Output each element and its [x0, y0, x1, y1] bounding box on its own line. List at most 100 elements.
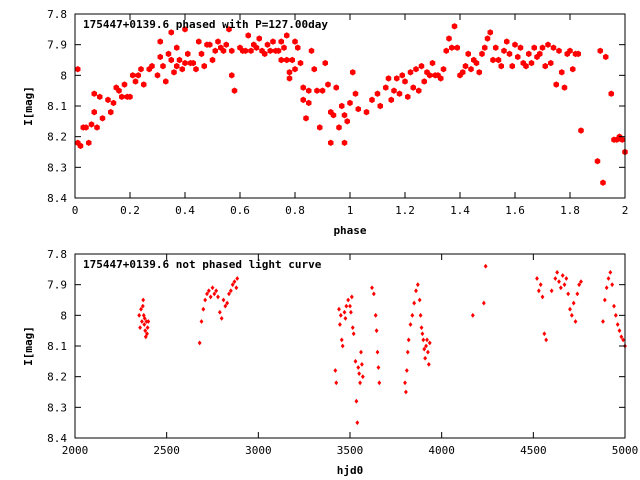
- phased-data-point: [149, 62, 155, 70]
- phased-axis-ticks: [74, 13, 626, 199]
- unphased-data-point: [542, 331, 547, 337]
- unphased-data-point: [613, 312, 618, 318]
- unphased-data-point: [221, 297, 226, 303]
- phased-data-point: [316, 124, 323, 131]
- phased-data-point: [330, 112, 337, 119]
- phased-data-point: [459, 69, 466, 76]
- phased-data-point: [91, 90, 98, 97]
- phased-data-point: [561, 84, 568, 91]
- unphased-data-point: [346, 297, 351, 303]
- phased-data-point: [501, 47, 507, 54]
- phased-data-point: [319, 87, 326, 94]
- phased-x-tick-label: 1.6: [505, 204, 525, 217]
- phased-data-point: [451, 23, 458, 30]
- phased-y-axis-label: I[mag]: [22, 86, 35, 126]
- phased-data-point: [481, 44, 488, 51]
- phased-data-point: [347, 99, 353, 107]
- unphased-data-point: [142, 316, 147, 321]
- unphased-data-point: [357, 371, 362, 376]
- unphased-data-point: [408, 322, 413, 327]
- phased-data-point: [363, 108, 370, 116]
- phased-data-point: [154, 72, 161, 79]
- phased-data-point: [286, 69, 293, 76]
- unphased-data-point: [145, 325, 150, 330]
- phased-data-point: [440, 66, 447, 73]
- phased-data-point: [509, 62, 516, 70]
- phased-data-point: [91, 108, 98, 116]
- unphased-data-point: [410, 312, 415, 318]
- phased-data-point: [184, 50, 191, 58]
- unphased-data-point: [425, 337, 429, 343]
- unphased-data-point: [216, 294, 220, 300]
- unphased-data-point: [414, 288, 418, 294]
- phased-data-point: [503, 38, 510, 45]
- phased-data-point: [539, 44, 546, 51]
- unphased-data-point: [208, 294, 213, 300]
- unphased-data-point: [470, 312, 475, 318]
- unphased-y-tick-label: 8.2: [47, 371, 67, 384]
- unphased-data-point: [419, 325, 424, 330]
- phased-data-point: [388, 96, 395, 104]
- phased-data-point: [393, 75, 400, 82]
- unphased-x-tick-label: 4000: [428, 444, 455, 457]
- unphased-data-point: [558, 285, 563, 291]
- phased-data-point: [396, 90, 403, 97]
- phased-data-point: [536, 50, 543, 58]
- unphased-data-point: [608, 270, 613, 275]
- unphased-data-point: [423, 355, 428, 361]
- phased-data-point: [531, 44, 538, 51]
- unphased-data-point: [349, 294, 354, 300]
- phased-x-tick-label: 0: [72, 204, 79, 217]
- unphased-data-point: [214, 288, 219, 294]
- phased-data-point: [195, 38, 202, 45]
- phased-data-point: [569, 66, 576, 73]
- phased-data-point: [575, 50, 582, 58]
- phased-data-point: [311, 66, 318, 73]
- phased-y-tick-label: 8.2: [47, 131, 67, 144]
- phased-data-point: [286, 75, 293, 82]
- unphased-data-point: [557, 279, 561, 284]
- phased-data-point: [495, 56, 502, 64]
- phased-data-point: [300, 96, 307, 104]
- unphased-data-point: [425, 349, 430, 355]
- unphased-data-point: [405, 349, 410, 355]
- phased-data-point: [418, 62, 425, 70]
- unphased-data-point: [422, 346, 427, 352]
- unphased-data-point: [197, 340, 202, 346]
- unphased-data-point: [417, 297, 422, 303]
- phased-data-point: [490, 56, 496, 64]
- phased-data-point: [484, 35, 491, 42]
- phased-data-point: [85, 139, 92, 146]
- phased-data-point: [105, 96, 111, 104]
- unphased-data-point: [601, 319, 605, 324]
- unphased-data-point: [228, 288, 233, 294]
- unphased-y-tick-label: 7.9: [47, 279, 67, 292]
- unphased-data-point: [483, 263, 488, 269]
- phased-data-point: [352, 90, 359, 97]
- unphased-data-point: [337, 322, 342, 327]
- phased-data-point: [443, 47, 450, 54]
- phased-data-point: [325, 81, 331, 88]
- unphased-data-point: [353, 358, 358, 364]
- phased-data-point: [454, 44, 461, 51]
- phased-x-tick-label: 2: [622, 204, 629, 217]
- unphased-data-point: [359, 362, 364, 367]
- phased-data-point: [77, 142, 84, 150]
- phased-data-point: [465, 50, 472, 58]
- unphased-data-point: [230, 282, 235, 288]
- unphased-x-tick-label: 2500: [153, 444, 180, 457]
- unphased-data-point: [602, 297, 607, 303]
- phased-data-point: [556, 47, 562, 54]
- unphased-data-point: [374, 328, 379, 334]
- phased-data-point: [118, 93, 125, 100]
- unphased-x-tick-label: 3000: [245, 444, 272, 457]
- phased-data-point: [355, 105, 362, 113]
- phased-data-point: [300, 84, 307, 91]
- phased-data-point: [135, 72, 142, 79]
- phased-data-point: [336, 124, 342, 131]
- phased-data-point: [382, 84, 389, 91]
- phased-data-point: [206, 41, 213, 48]
- phased-data-point: [426, 72, 433, 79]
